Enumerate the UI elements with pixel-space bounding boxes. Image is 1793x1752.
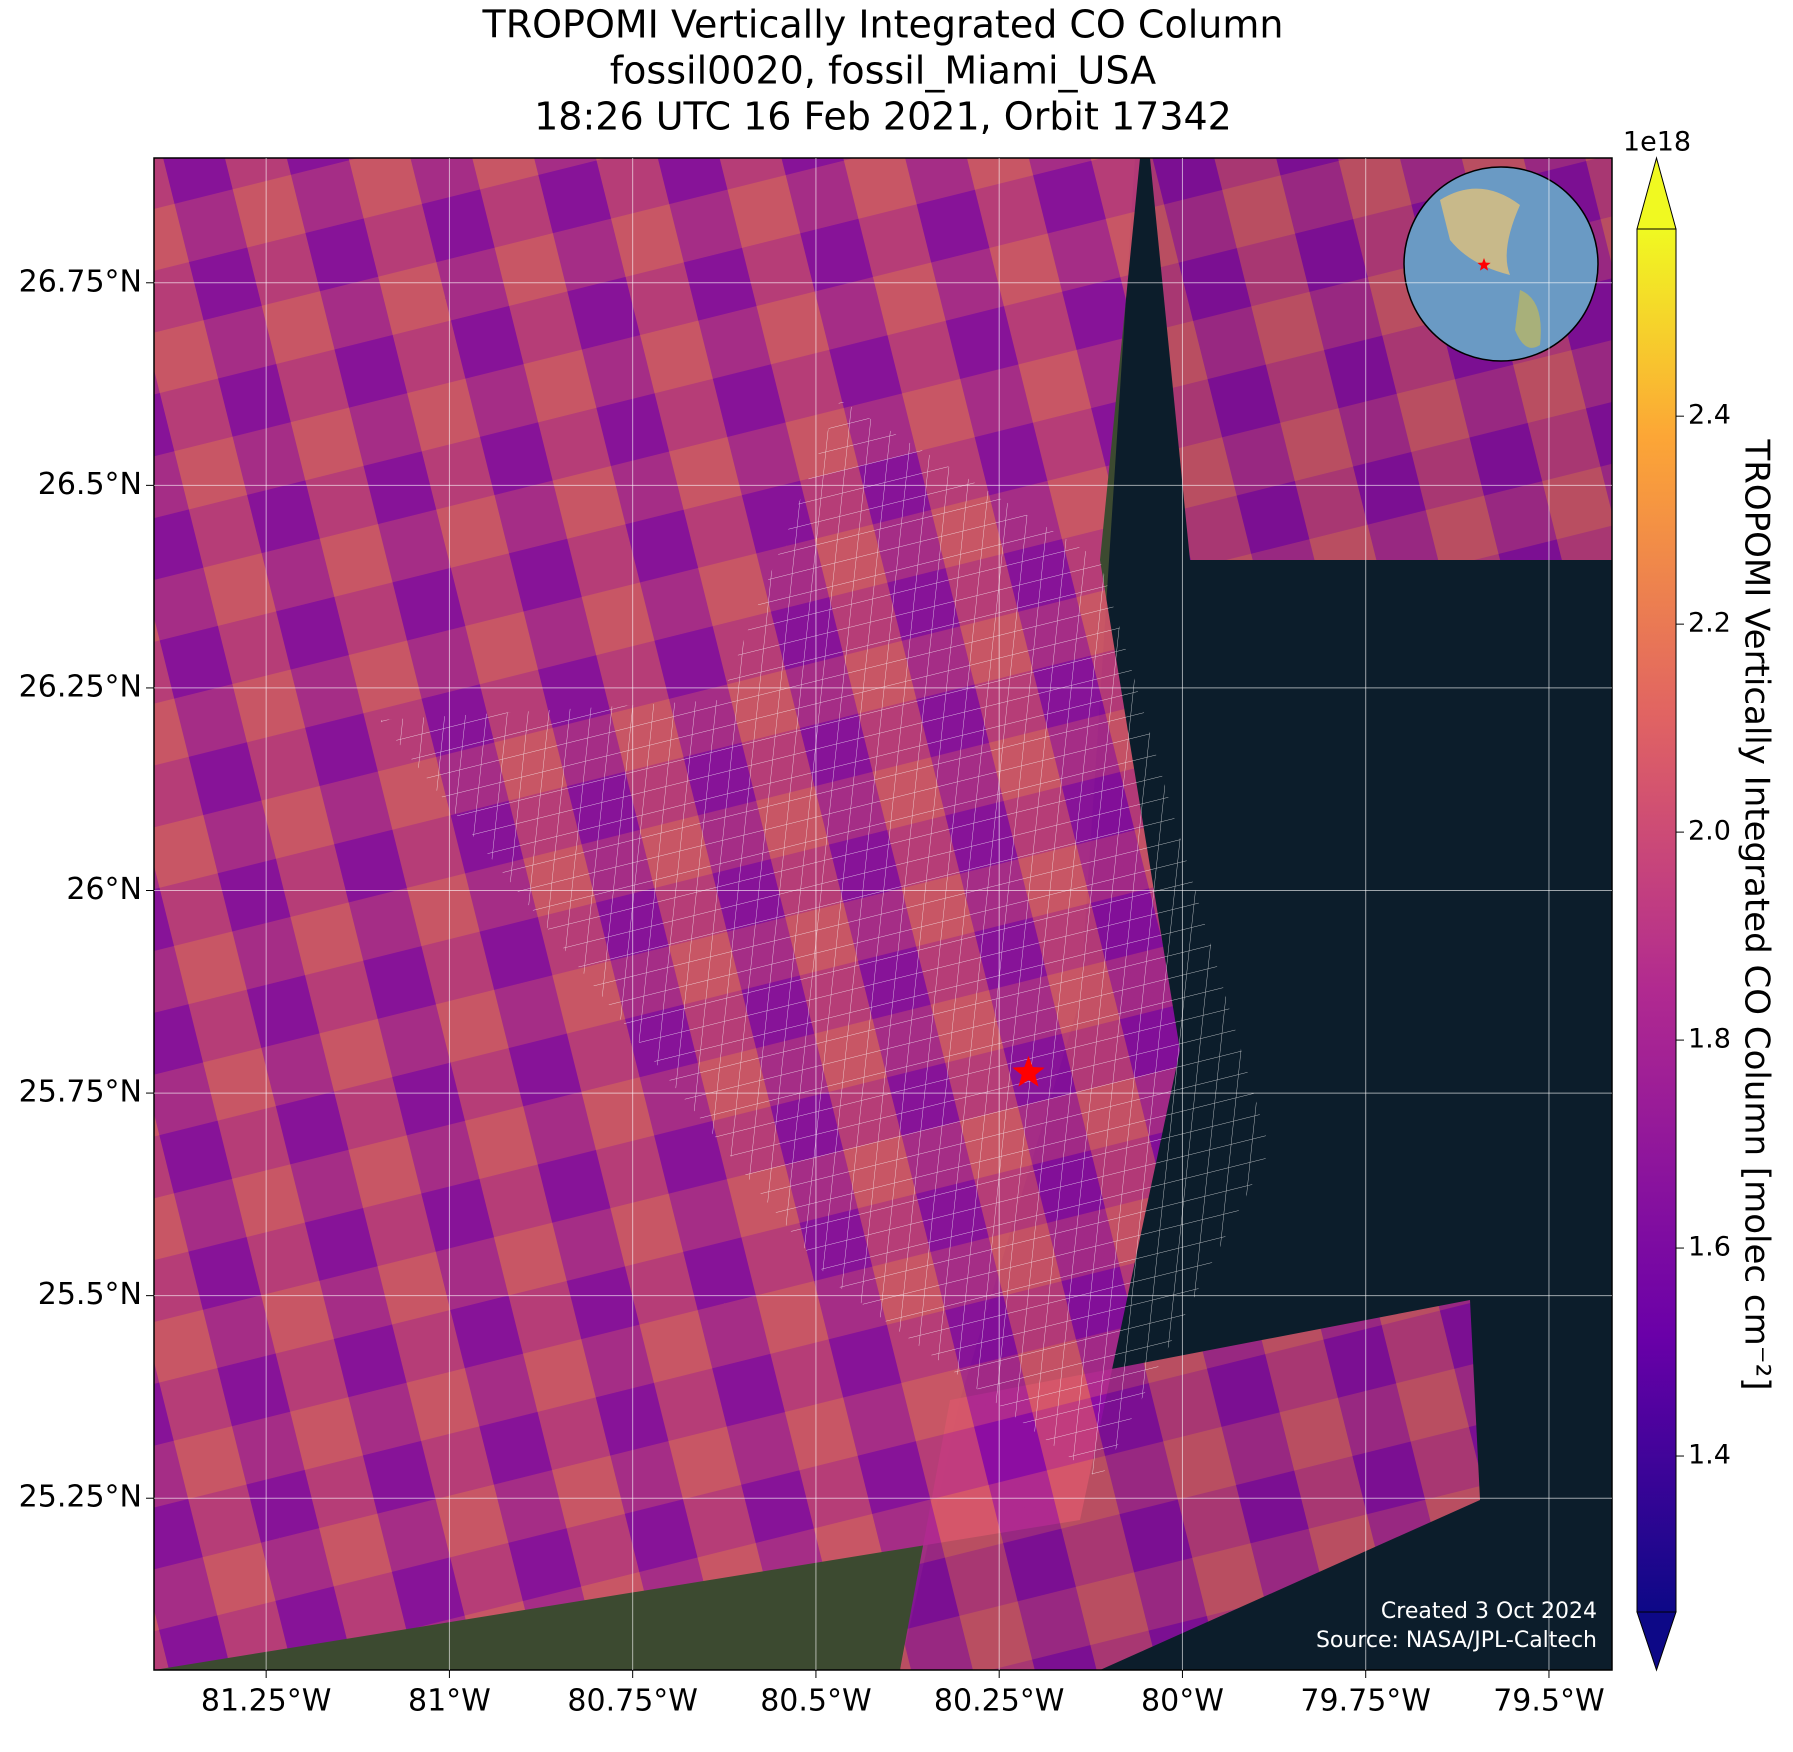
colorbar [1637, 229, 1676, 1612]
y-tick-label: 25.5°N [38, 1277, 142, 1312]
credit-text: Created 3 Oct 2024 [1381, 1599, 1597, 1624]
colorbar-extend-top [1636, 156, 1677, 230]
colorbar-tick-label: 2.4 [1688, 400, 1731, 431]
x-tick-label: 79.75°W [1300, 1684, 1431, 1719]
map-imagery [154, 158, 1612, 1670]
colorbar-label: TROPOMI Vertically Integrated CO Column … [1737, 438, 1777, 1390]
colorbar-extend-bottom [1636, 1611, 1677, 1672]
chart-title: TROPOMI Vertically Integrated CO Column [482, 3, 1284, 47]
x-tick-label: 80°W [1141, 1684, 1224, 1719]
site-marker [1012, 1055, 1045, 1087]
x-tick-label: 81°W [408, 1684, 491, 1719]
y-tick-label: 26.5°N [38, 467, 142, 502]
x-tick-label: 80.5°W [760, 1684, 871, 1719]
y-tick-label: 26°N [66, 872, 142, 907]
chart-title: 18:26 UTC 16 Feb 2021, Orbit 17342 [534, 95, 1232, 139]
colorbar-tick-label: 1.8 [1688, 1024, 1731, 1055]
chart-title: fossil0020, fossil_Miami_USA [610, 49, 1156, 93]
x-tick-label: 80.25°W [934, 1684, 1065, 1719]
colorbar-tick-label: 1.4 [1688, 1440, 1731, 1471]
colorbar-frame [1636, 228, 1677, 1613]
globe-inset [1403, 166, 1599, 362]
y-tick-label: 26.75°N [19, 264, 142, 299]
y-tick-label: 25.75°N [19, 1075, 142, 1110]
y-tick-label: 26.25°N [19, 669, 142, 704]
globe-site-marker [1477, 258, 1491, 271]
x-tick-label: 81.25°W [201, 1684, 332, 1719]
x-tick-label: 80.75°W [567, 1684, 698, 1719]
map-frame [153, 157, 1613, 1671]
colorbar-tick-label: 2.0 [1688, 816, 1731, 847]
x-tick-label: 79.5°W [1493, 1684, 1604, 1719]
credit-text: Source: NASA/JPL-Caltech [1316, 1628, 1597, 1653]
y-tick-label: 25.25°N [19, 1480, 142, 1515]
colorbar-tick-label: 1.6 [1688, 1232, 1731, 1263]
colorbar-tick-label: 2.2 [1688, 608, 1731, 639]
colorbar-offset: 1e18 [1623, 127, 1691, 158]
